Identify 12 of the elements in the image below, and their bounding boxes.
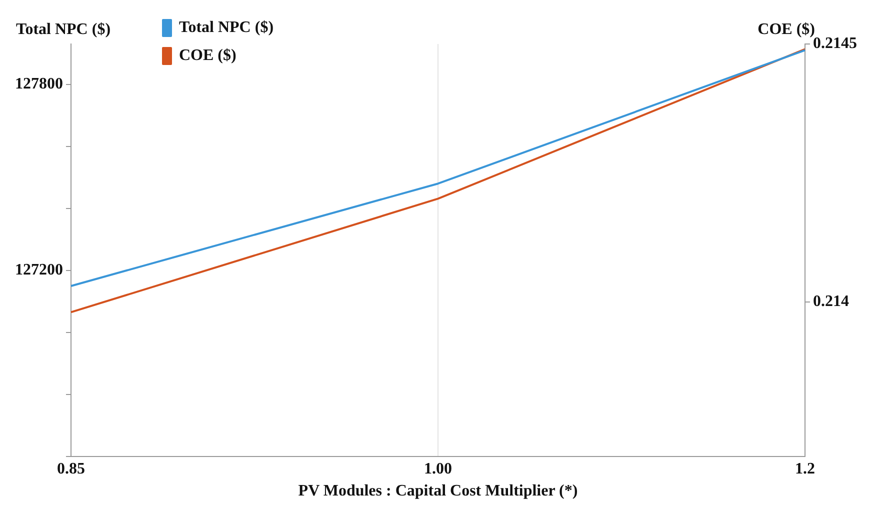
x-tick-label: 1.2 (795, 460, 815, 478)
x-tick-label: 1.00 (424, 460, 452, 478)
y2-axis-title: COE ($) (758, 21, 815, 38)
legend-label: Total NPC ($) (179, 19, 274, 36)
y2-tick-label: 0.2145 (813, 35, 857, 52)
x-tick-label: 0.85 (57, 460, 85, 478)
x-axis-title: PV Modules : Capital Cost Multiplier (*) (298, 482, 578, 500)
y-tick-label: 127800 (15, 75, 63, 92)
y-tick-label: 127200 (15, 262, 63, 279)
y2-tick-label: 0.214 (813, 293, 849, 310)
y-axis-title: Total NPC ($) (16, 21, 111, 38)
legend-label: COE ($) (179, 47, 236, 64)
